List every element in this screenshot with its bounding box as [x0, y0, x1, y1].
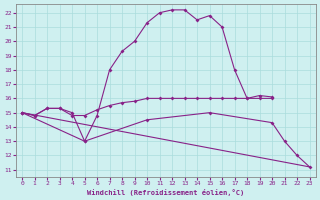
X-axis label: Windchill (Refroidissement éolien,°C): Windchill (Refroidissement éolien,°C) [87, 189, 244, 196]
